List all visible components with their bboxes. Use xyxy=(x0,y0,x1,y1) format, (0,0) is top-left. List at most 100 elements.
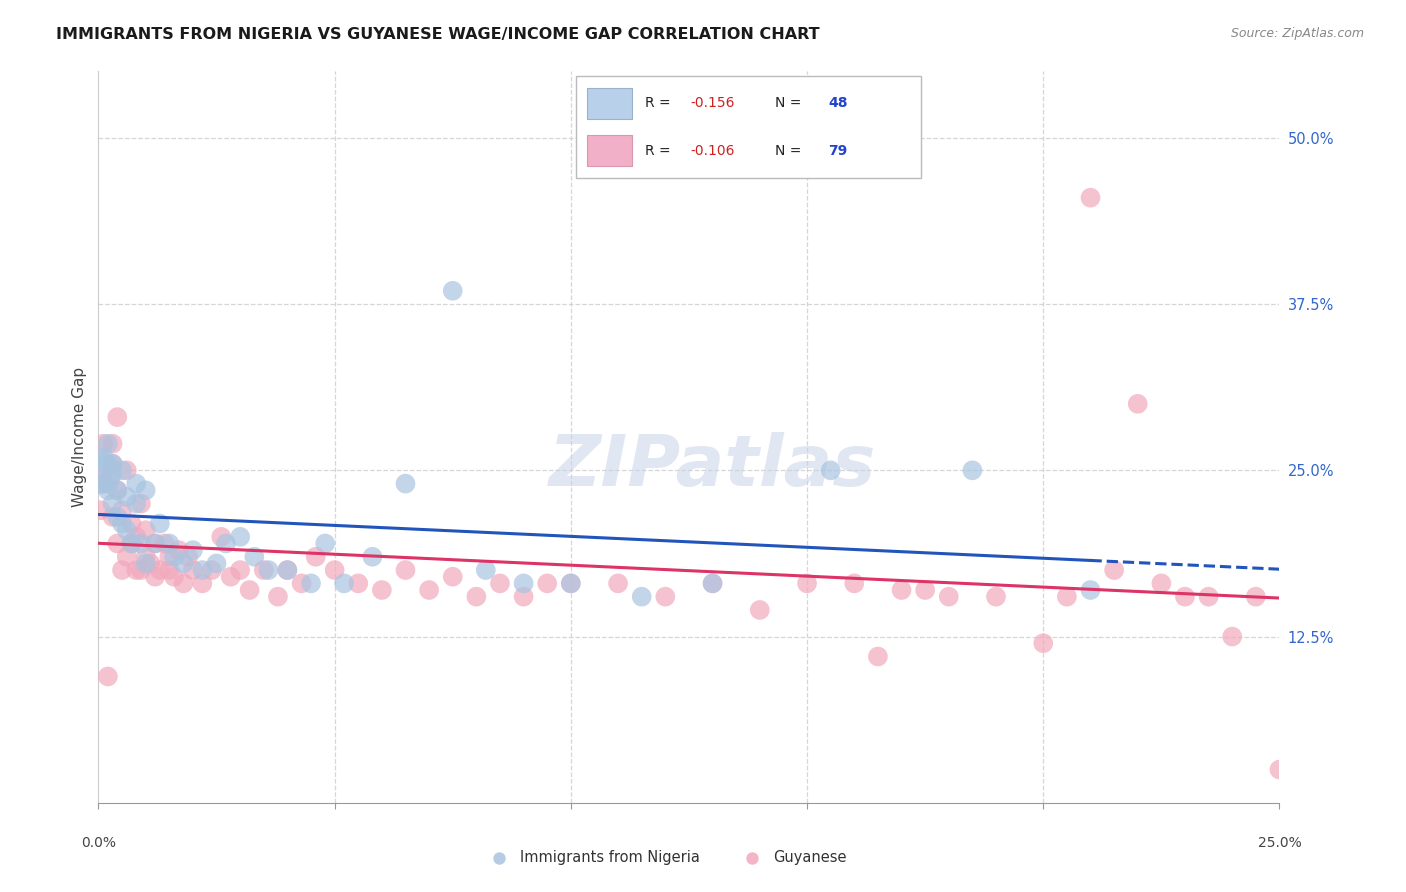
Point xyxy=(129,536,152,550)
Text: ZIPatlas: ZIPatlas xyxy=(548,432,876,500)
Point xyxy=(323,563,346,577)
Point xyxy=(111,563,134,577)
Text: -0.156: -0.156 xyxy=(690,96,735,110)
Point xyxy=(276,563,298,577)
Text: 25.0%: 25.0% xyxy=(1257,836,1302,850)
Point xyxy=(654,590,676,604)
Text: N =: N = xyxy=(775,144,806,158)
Point xyxy=(101,457,124,471)
Point xyxy=(512,576,534,591)
Point xyxy=(1102,563,1125,577)
Point xyxy=(191,563,214,577)
Point xyxy=(201,563,224,577)
Point xyxy=(796,576,818,591)
Point xyxy=(172,576,194,591)
Point xyxy=(143,570,166,584)
Point xyxy=(305,549,328,564)
Point xyxy=(215,536,238,550)
Point xyxy=(143,536,166,550)
Point xyxy=(1080,582,1102,597)
Point xyxy=(115,549,138,564)
Point xyxy=(115,463,138,477)
Point xyxy=(962,463,984,477)
Point xyxy=(890,582,912,597)
Point xyxy=(1080,191,1102,205)
Point xyxy=(135,523,157,537)
Point xyxy=(105,536,128,550)
Point xyxy=(1056,590,1078,604)
Point xyxy=(630,590,652,604)
Point xyxy=(105,509,128,524)
Point xyxy=(276,563,298,577)
Point xyxy=(607,576,630,591)
Point xyxy=(115,490,138,504)
Point xyxy=(253,563,276,577)
Point xyxy=(97,436,120,450)
Point xyxy=(314,536,336,550)
Point xyxy=(90,503,112,517)
Point xyxy=(129,563,152,577)
Point xyxy=(149,516,172,531)
Point xyxy=(361,549,384,564)
Point xyxy=(101,457,124,471)
Point xyxy=(191,576,214,591)
Text: -0.106: -0.106 xyxy=(690,144,735,158)
Point xyxy=(914,582,936,597)
Point xyxy=(111,516,134,531)
Point xyxy=(347,576,370,591)
Point xyxy=(105,410,128,425)
Point xyxy=(121,536,143,550)
Text: N =: N = xyxy=(775,96,806,110)
Point xyxy=(984,590,1007,604)
Point xyxy=(143,536,166,550)
Point xyxy=(125,530,148,544)
Point xyxy=(181,563,204,577)
Point xyxy=(267,590,290,604)
Point xyxy=(702,576,724,591)
Point xyxy=(1032,636,1054,650)
Point xyxy=(163,570,186,584)
Point xyxy=(121,536,143,550)
Point xyxy=(1268,763,1291,777)
Point xyxy=(748,603,770,617)
Point xyxy=(135,549,157,564)
Point xyxy=(290,576,312,591)
Point xyxy=(157,563,180,577)
Point xyxy=(129,497,152,511)
Point xyxy=(157,549,180,564)
Point xyxy=(91,450,114,464)
Point xyxy=(135,557,157,571)
Text: 48: 48 xyxy=(828,96,848,110)
Point xyxy=(157,536,180,550)
Point xyxy=(115,523,138,537)
Point xyxy=(125,497,148,511)
Point xyxy=(489,576,512,591)
Point xyxy=(333,576,356,591)
Point xyxy=(299,576,322,591)
Point xyxy=(153,536,176,550)
Point xyxy=(167,543,190,558)
Point xyxy=(1174,590,1197,604)
Point xyxy=(91,470,114,484)
Point xyxy=(394,563,416,577)
Point xyxy=(177,549,200,564)
Point xyxy=(149,563,172,577)
Point xyxy=(536,576,558,591)
Point xyxy=(488,851,510,865)
Text: Immigrants from Nigeria: Immigrants from Nigeria xyxy=(520,850,700,865)
Point xyxy=(205,557,228,571)
FancyBboxPatch shape xyxy=(586,136,631,166)
Text: 0.0%: 0.0% xyxy=(82,836,115,850)
Point xyxy=(101,436,124,450)
Point xyxy=(125,563,148,577)
Point xyxy=(1150,576,1173,591)
Point xyxy=(181,543,204,558)
Y-axis label: Wage/Income Gap: Wage/Income Gap xyxy=(72,367,87,508)
Text: Source: ZipAtlas.com: Source: ZipAtlas.com xyxy=(1230,27,1364,40)
Point xyxy=(512,590,534,604)
Point xyxy=(257,563,280,577)
Point xyxy=(172,557,194,571)
Point xyxy=(91,476,114,491)
Point xyxy=(209,530,232,544)
Point xyxy=(97,483,120,498)
